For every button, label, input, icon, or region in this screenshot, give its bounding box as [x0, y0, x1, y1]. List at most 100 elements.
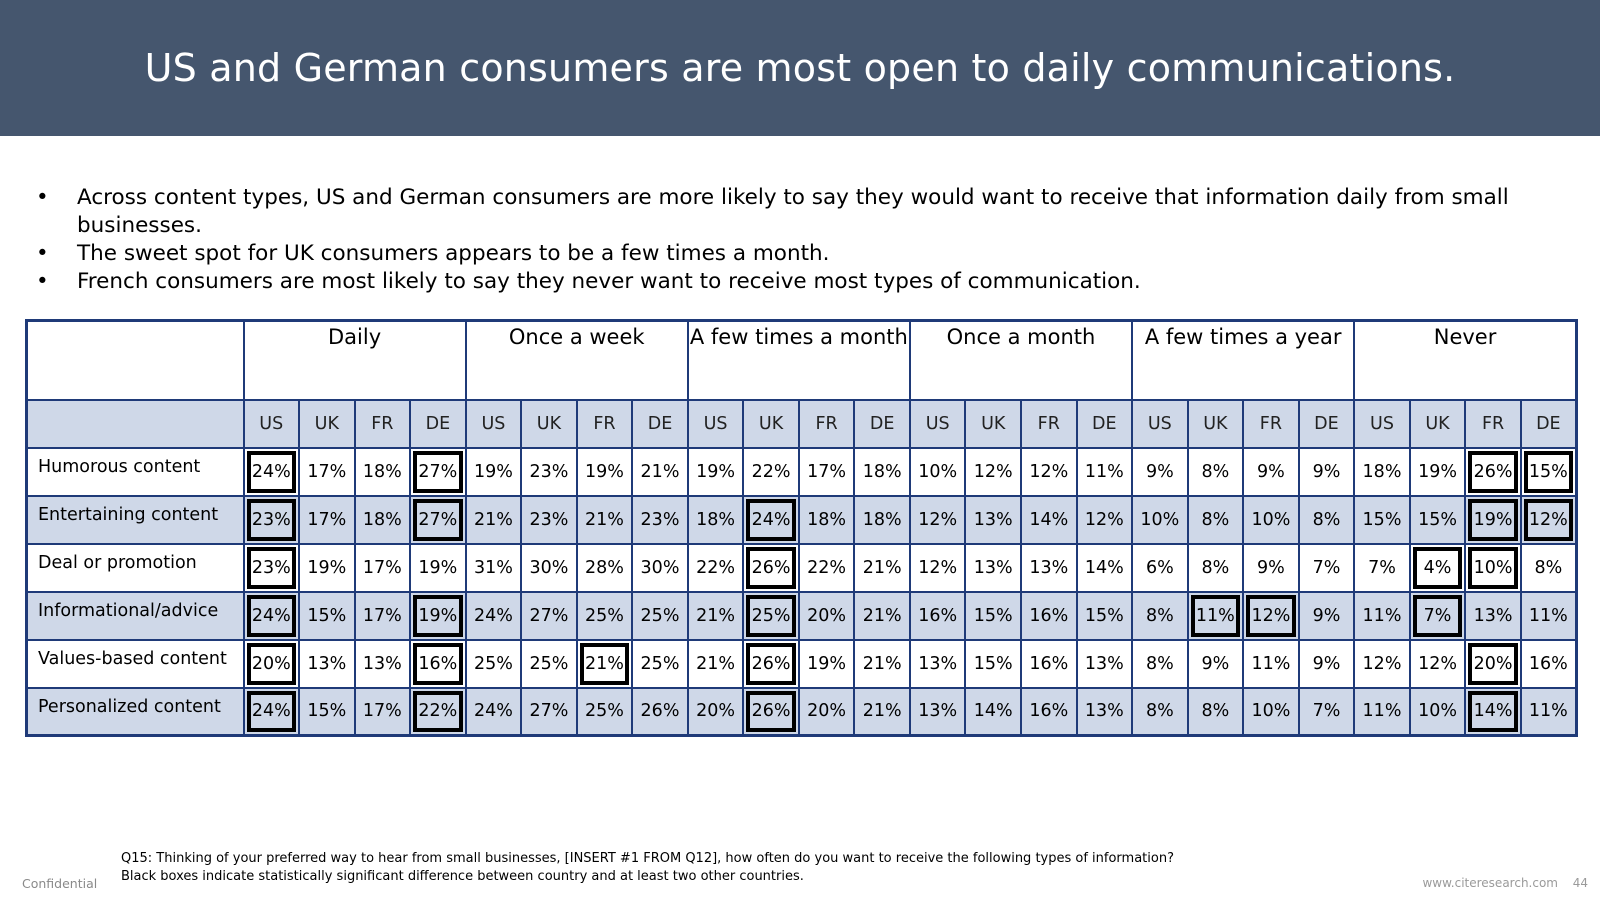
value-cell: 31% — [464, 542, 523, 593]
significant-value-cell: 24% — [242, 446, 301, 497]
value-cell: 12% — [1408, 638, 1467, 689]
significant-value-cell: 15% — [1519, 446, 1578, 497]
value-cell: 20% — [797, 686, 856, 737]
value-cell: 21% — [575, 494, 634, 545]
group-header-row: Daily Once a week A few times a month Once … — [25, 319, 1578, 401]
value-cell: 11% — [1519, 590, 1578, 641]
value-cell: 27% — [520, 590, 578, 641]
value-cell: 21% — [853, 590, 911, 641]
value-cell: 19% — [1408, 446, 1467, 497]
significant-value-cell: 12% — [1519, 494, 1578, 545]
value-cell: 19% — [298, 542, 356, 593]
significant-value-cell: 19% — [409, 590, 467, 641]
frequency-table: Daily Once a week A few times a month Once … — [25, 319, 1578, 737]
value-cell: 17% — [353, 686, 412, 737]
value-cell: 16% — [1020, 590, 1078, 641]
value-cell: 8% — [1186, 686, 1245, 737]
page-number: 44 — [1572, 876, 1588, 890]
country-header: UK — [1186, 398, 1245, 449]
confidential-label: Confidential — [22, 876, 98, 891]
value-cell: 12% — [1353, 638, 1411, 689]
value-cell: 21% — [631, 446, 689, 497]
country-header: US — [1353, 398, 1411, 449]
value-cell: 6% — [1131, 542, 1189, 593]
group-header: A few times a month — [686, 319, 911, 401]
value-cell: 11% — [1353, 590, 1411, 641]
value-cell: 22% — [742, 446, 800, 497]
footnote: Q15: Thinking of your preferred way to h… — [121, 850, 1174, 886]
value-cell: 15% — [1353, 494, 1411, 545]
significant-value-cell: 27% — [409, 446, 467, 497]
bullet-text: The sweet spot for UK consumers appears … — [77, 241, 830, 266]
value-cell: 9% — [1242, 446, 1300, 497]
value-cell: 17% — [298, 446, 356, 497]
value-cell: 8% — [1186, 542, 1245, 593]
country-header: FR — [575, 398, 634, 449]
bullet-list: • Across content types, US and German con… — [36, 184, 1566, 296]
significant-value-cell: 21% — [575, 638, 634, 689]
value-cell: 27% — [520, 686, 578, 737]
value-cell: 8% — [1186, 446, 1245, 497]
value-cell: 17% — [797, 446, 856, 497]
country-header: UK — [1408, 398, 1467, 449]
significant-value-cell: 26% — [1464, 446, 1522, 497]
country-header: UK — [298, 398, 356, 449]
significant-value-cell: 27% — [409, 494, 467, 545]
table-row: Humorous content 24% 17% 18% 27% 19% 23% 19% 21%… — [25, 446, 1578, 497]
value-cell: 11% — [1075, 446, 1134, 497]
country-header: US — [242, 398, 301, 449]
bullet-symbol: • — [36, 185, 49, 210]
significant-value-cell: 26% — [742, 638, 800, 689]
value-cell: 18% — [853, 494, 911, 545]
value-cell: 19% — [409, 542, 467, 593]
value-cell: 14% — [1075, 542, 1134, 593]
value-cell: 12% — [908, 542, 967, 593]
value-cell: 10% — [1131, 494, 1189, 545]
value-cell: 7% — [1297, 542, 1356, 593]
value-cell: 30% — [520, 542, 578, 593]
title-banner: US and German consumers are most open to… — [0, 0, 1600, 136]
value-cell: 26% — [631, 686, 689, 737]
country-header: UK — [742, 398, 800, 449]
value-cell: 8% — [1297, 494, 1356, 545]
group-header: Once a week — [464, 319, 689, 401]
significant-value-cell: 16% — [409, 638, 467, 689]
significant-value-cell: 24% — [242, 590, 301, 641]
value-cell: 25% — [575, 686, 634, 737]
bullet-symbol: • — [36, 241, 49, 266]
country-header: US — [686, 398, 745, 449]
value-cell: 8% — [1519, 542, 1578, 593]
value-cell: 24% — [464, 686, 523, 737]
value-cell: 18% — [353, 446, 412, 497]
table-row: Entertaining content 23% 17% 18% 27% 21% 23% 21… — [25, 494, 1578, 545]
value-cell: 10% — [1242, 686, 1300, 737]
significant-value-cell: 23% — [242, 494, 301, 545]
value-cell: 18% — [353, 494, 412, 545]
value-cell: 23% — [520, 494, 578, 545]
value-cell: 8% — [1131, 590, 1189, 641]
value-cell: 19% — [686, 446, 745, 497]
country-header: DE — [1519, 398, 1578, 449]
value-cell: 30% — [631, 542, 689, 593]
value-cell: 8% — [1186, 494, 1245, 545]
value-cell: 13% — [964, 494, 1022, 545]
value-cell: 16% — [1020, 686, 1078, 737]
value-cell: 14% — [1020, 494, 1078, 545]
country-header: DE — [409, 398, 467, 449]
row-label: Entertaining content — [25, 494, 245, 545]
value-cell: 19% — [797, 638, 856, 689]
value-cell: 13% — [298, 638, 356, 689]
row-label: Personalized content — [25, 686, 245, 737]
bullet-symbol: • — [36, 269, 49, 294]
value-cell: 22% — [797, 542, 856, 593]
value-cell: 25% — [631, 590, 689, 641]
value-cell: 19% — [464, 446, 523, 497]
value-cell: 12% — [908, 494, 967, 545]
value-cell: 13% — [964, 542, 1022, 593]
value-cell: 18% — [686, 494, 745, 545]
value-cell: 10% — [908, 446, 967, 497]
bullet-item: • The sweet spot for UK consumers appears… — [36, 240, 1566, 268]
sub-corner-cell — [25, 398, 245, 449]
row-label: Deal or promotion — [25, 542, 245, 593]
value-cell: 28% — [575, 542, 634, 593]
